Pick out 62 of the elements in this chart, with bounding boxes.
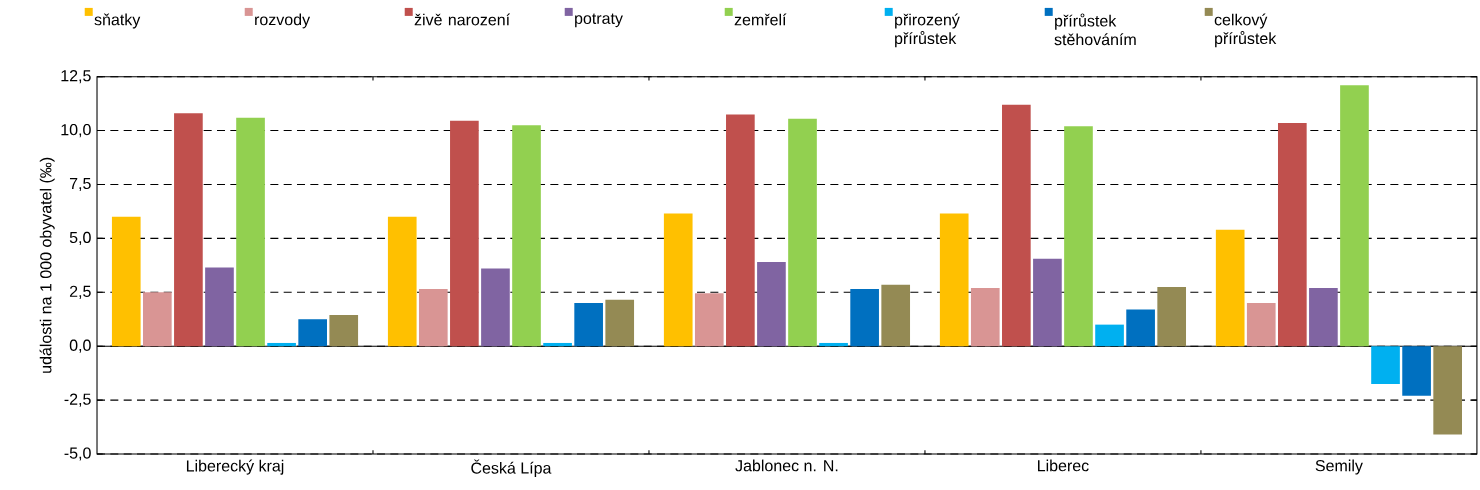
bar (236, 117, 265, 347)
legend-label: rozvody (255, 13, 311, 29)
x-tick-label: Česká Lípa (471, 459, 552, 477)
legend-label: živě narození (414, 13, 511, 26)
y-tick-label: -2,5 (64, 393, 91, 407)
y-axis-title: události na 1 000 obyvatel (‰) (39, 157, 55, 373)
legend-label: celkový přírůstek (1214, 13, 1277, 48)
bar (450, 120, 479, 347)
bar (481, 268, 510, 347)
bar (1157, 286, 1187, 347)
bar (543, 342, 572, 347)
bar (298, 319, 327, 347)
bar (1402, 346, 1431, 396)
bar (205, 267, 234, 347)
bar (663, 213, 693, 347)
bar (1309, 287, 1338, 347)
bar (970, 287, 1000, 347)
bar (111, 216, 141, 347)
x-tick-label: Liberecký kraj (186, 459, 284, 475)
x-tick-label: Liberec (1038, 459, 1089, 472)
bar (1277, 123, 1307, 347)
bar (418, 289, 448, 347)
bar (329, 314, 359, 347)
y-tick-label: 10,0 (61, 123, 91, 138)
bar (1002, 104, 1031, 347)
legend-label: sňatky (94, 13, 141, 29)
legend-label: potraty (575, 13, 623, 28)
y-tick-label: 2,5 (69, 285, 91, 299)
bar (1246, 303, 1276, 347)
bar (605, 299, 635, 347)
bar (1095, 324, 1124, 347)
bar (387, 216, 417, 347)
y-tick-label: 12,5 (61, 70, 91, 84)
y-tick-label: 5,0 (69, 231, 91, 245)
legend-label: přírůstek stěhováním (1054, 13, 1136, 46)
x-tick-label: Jablonec n. N. (735, 459, 838, 472)
bar (267, 342, 296, 347)
x-tick-label: Semily (1315, 459, 1363, 475)
bar (1033, 258, 1062, 347)
bar (1433, 346, 1462, 435)
bar (1064, 126, 1093, 347)
bar (574, 303, 603, 347)
bar (1126, 309, 1155, 347)
bar (694, 293, 724, 347)
bar (143, 292, 172, 347)
legend-label: přirozený přírůstek (895, 13, 960, 48)
bar (1215, 229, 1245, 347)
y-tick-label: 0,0 (69, 339, 91, 353)
legend-label: zemřelí (734, 13, 787, 26)
bar (174, 113, 203, 347)
bar (1371, 346, 1400, 384)
bar (512, 125, 541, 347)
bar (850, 289, 879, 347)
y-tick-label: 7,5 (69, 177, 91, 192)
bar (788, 118, 817, 347)
bar (939, 213, 969, 347)
bar (757, 262, 786, 347)
bar (819, 342, 848, 347)
bar (1340, 85, 1369, 347)
bar (726, 114, 755, 347)
bar (881, 284, 911, 347)
y-tick-label: -5,0 (64, 447, 91, 461)
